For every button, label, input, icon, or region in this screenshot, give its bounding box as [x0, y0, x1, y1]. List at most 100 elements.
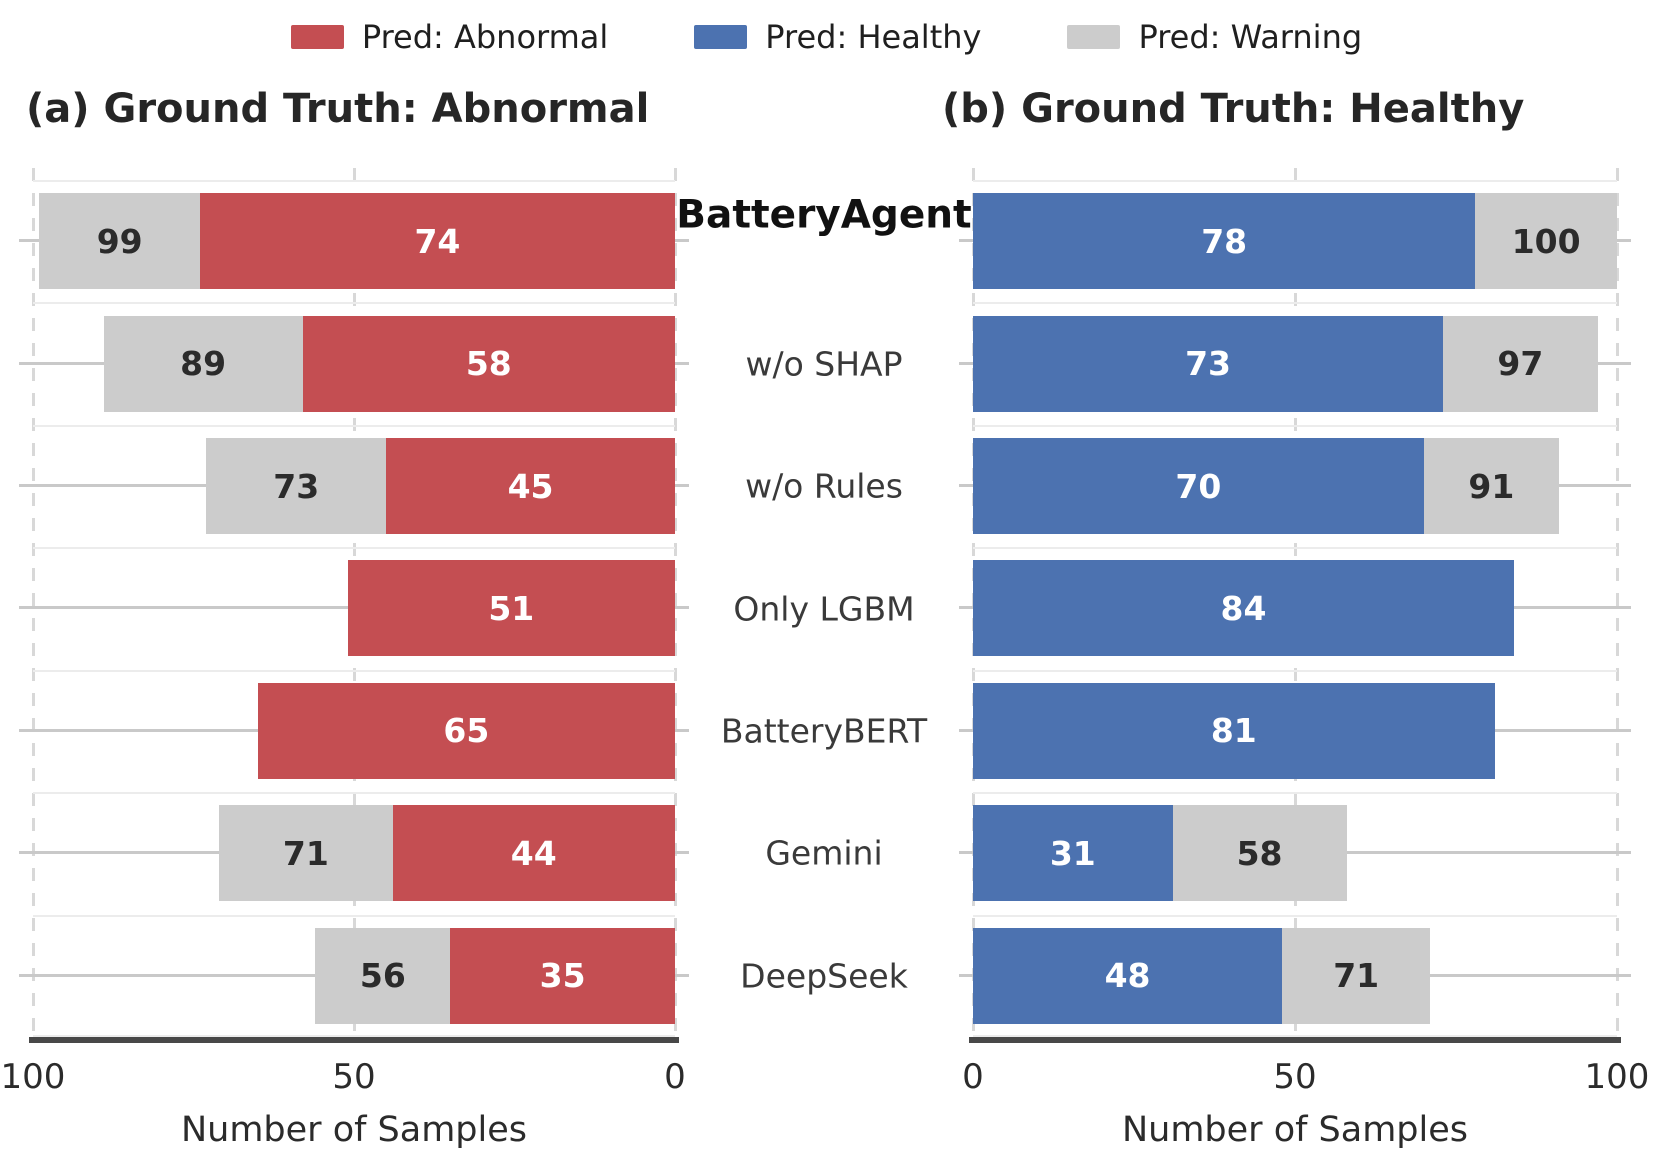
bar-stack-w-o-shap: 73 97 — [973, 315, 1598, 412]
bar-segment-pred-warning-deepseek: 56 — [315, 927, 451, 1024]
category-label-w-o-rules: w/o Rules — [745, 466, 903, 506]
bar-total-label: 58 — [1236, 833, 1283, 873]
bar-stack-w-o-shap: 89 58 — [103, 315, 675, 412]
bar-segment-pred-abnormal-batterybert: 65 — [257, 682, 675, 779]
bar-stack-batteryagent: 78 100 — [973, 193, 1617, 290]
bar-stack-batterybert: 65 — [257, 682, 675, 779]
bar-row-batteryagent: 99 74 — [19, 180, 689, 302]
bar-segment-pred-abnormal-w-o-rules: 45 — [386, 438, 675, 535]
chart-legend: Pred: Abnormal Pred: Healthy Pred: Warni… — [0, 18, 1653, 56]
bar-stack-w-o-rules: 70 91 — [973, 438, 1560, 535]
bar-row-batterybert: 65 — [19, 669, 689, 792]
bar-row-w-o-shap: 89 58 — [19, 302, 689, 424]
bar-segment-pred-healthy-gemini: 31 — [973, 805, 1173, 902]
bar-value-label: 81 — [1210, 711, 1257, 751]
bar-segment-pred-warning-gemini: 58 — [1172, 805, 1347, 902]
row-boundary-line — [973, 424, 1617, 427]
bar-segment-pred-abnormal-batteryagent: 74 — [199, 193, 675, 290]
row-boundary-line — [973, 1035, 1617, 1037]
bar-stack-batterybert: 81 — [973, 682, 1495, 779]
bar-total-label: 56 — [359, 956, 406, 996]
legend-swatch-warning-icon — [1067, 25, 1121, 49]
x-tick-label-50: 50 — [332, 1057, 376, 1097]
row-boundary-line — [973, 669, 1617, 672]
legend-swatch-healthy-icon — [694, 25, 748, 49]
row-boundary-line — [973, 914, 1617, 917]
x-tick-label-100: 100 — [1584, 1057, 1650, 1097]
panel-b-ground-truth-healthy: 78 100 73 97 70 91 84 81 31 58 48 71 Number of Samp… — [959, 168, 1649, 1150]
bar-stack-batteryagent: 99 74 — [39, 193, 675, 290]
bar-stack-w-o-rules: 73 45 — [206, 438, 675, 535]
bar-value-label: 45 — [507, 466, 554, 506]
bar-total-label: 99 — [96, 221, 143, 261]
bar-row-gemini: 71 44 — [19, 792, 689, 914]
x-tick-label-100: 100 — [0, 1057, 66, 1097]
bar-row-w-o-rules: 73 45 — [19, 424, 689, 547]
bar-total-label: 71 — [1333, 956, 1380, 996]
category-label-batterybert: BatteryBERT — [720, 711, 928, 751]
bar-stack-deepseek: 56 35 — [315, 927, 675, 1024]
bar-segment-pred-healthy-w-o-rules: 70 — [973, 438, 1424, 535]
panel-b-x-axis-label: Number of Samples — [1121, 1110, 1469, 1150]
bar-total-label: 89 — [180, 344, 227, 384]
row-boundary-line — [33, 180, 675, 182]
bar-row-only-lgbm: 84 — [959, 547, 1631, 669]
bar-segment-pred-warning-deepseek: 71 — [1282, 927, 1431, 1024]
bar-segment-pred-healthy-w-o-shap: 73 — [973, 315, 1444, 412]
row-boundary-line — [973, 792, 1617, 795]
bar-segment-pred-warning-w-o-shap: 97 — [1443, 315, 1598, 412]
bar-value-label: 78 — [1201, 221, 1248, 261]
bar-total-label: 91 — [1468, 466, 1515, 506]
category-label-batteryagent: BatteryAgent — [676, 192, 972, 238]
panel-a-x-axis-spine — [29, 1037, 679, 1043]
gridline-x-0 — [673, 168, 677, 1037]
bar-total-label: 71 — [282, 833, 329, 873]
bar-row-batterybert: 81 — [959, 669, 1631, 792]
panel-a-plot-area: 99 74 89 58 73 45 51 65 71 44 56 35 — [19, 168, 689, 1037]
bar-value-label: 70 — [1175, 466, 1222, 506]
bar-value-label: 48 — [1104, 956, 1151, 996]
bar-row-deepseek: 56 35 — [19, 914, 689, 1037]
legend-item-pred-healthy: Pred: Healthy — [694, 18, 981, 56]
bar-segment-pred-warning-batteryagent: 99 — [39, 193, 200, 290]
x-tick-label-50: 50 — [1273, 1057, 1317, 1097]
legend-swatch-abnormal-icon — [290, 25, 344, 49]
row-boundary-line — [33, 1035, 675, 1037]
bar-segment-pred-warning-w-o-rules: 91 — [1423, 438, 1560, 535]
bar-value-label: 51 — [488, 588, 535, 628]
row-boundary-line — [33, 547, 675, 550]
bar-stack-gemini: 31 58 — [973, 805, 1347, 902]
category-label-deepseek: DeepSeek — [740, 956, 908, 996]
bar-segment-pred-abnormal-gemini: 44 — [392, 805, 675, 902]
bar-total-label: 73 — [273, 466, 320, 506]
bar-value-label: 58 — [465, 344, 512, 384]
bar-row-deepseek: 48 71 — [959, 914, 1631, 1037]
bar-total-label: 97 — [1497, 344, 1544, 384]
panel-a-x-axis-label: Number of Samples — [180, 1110, 528, 1150]
row-boundary-line — [973, 180, 1617, 182]
category-labels-column: BatteryAgent w/o SHAP w/o Rules Only LGBM Ba… — [675, 180, 973, 1037]
category-label-gemini: Gemini — [765, 833, 883, 873]
row-boundary-line — [33, 914, 675, 917]
bar-row-gemini: 31 58 — [959, 792, 1631, 914]
row-boundary-line — [973, 547, 1617, 550]
bar-row-only-lgbm: 51 — [19, 547, 689, 669]
bar-row-batteryagent: 78 100 — [959, 180, 1631, 302]
x-tick-label-0: 0 — [962, 1057, 984, 1097]
bar-segment-pred-abnormal-deepseek: 35 — [450, 927, 675, 1024]
bar-stack-only-lgbm: 84 — [973, 560, 1514, 657]
gridline-x-100 — [1615, 168, 1619, 1037]
bar-row-w-o-shap: 73 97 — [959, 302, 1631, 424]
panel-b-title: (b) Ground Truth: Healthy — [942, 86, 1525, 132]
bar-segment-pred-abnormal-w-o-shap: 58 — [302, 315, 675, 412]
bar-segment-pred-warning-gemini: 71 — [219, 805, 393, 902]
category-label-w-o-shap: w/o SHAP — [745, 344, 903, 384]
bar-segment-pred-warning-w-o-rules: 73 — [206, 438, 387, 535]
bar-value-label: 74 — [414, 221, 461, 261]
legend-label-healthy: Pred: Healthy — [765, 18, 982, 56]
bar-stack-gemini: 71 44 — [219, 805, 675, 902]
bar-total-label: 100 — [1511, 221, 1581, 261]
category-label-only-lgbm: Only LGBM — [733, 589, 915, 628]
row-boundary-line — [973, 302, 1617, 305]
